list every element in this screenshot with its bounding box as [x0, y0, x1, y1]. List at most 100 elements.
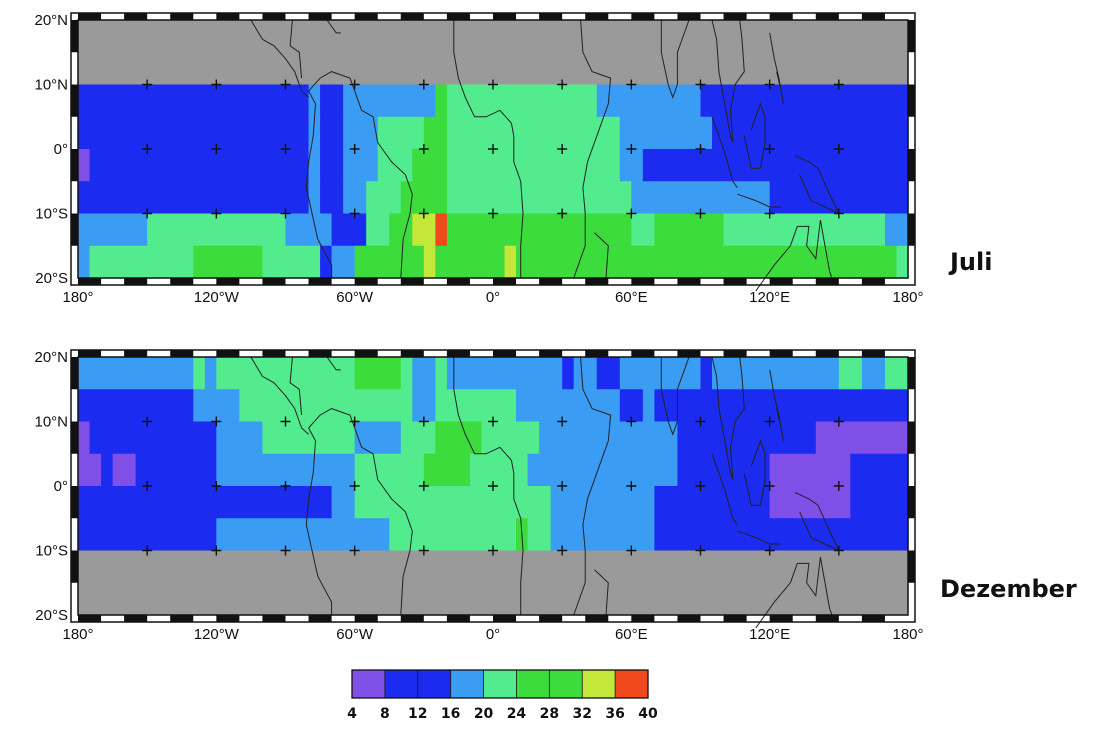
data-cell	[308, 181, 321, 215]
coastline	[743, 439, 766, 506]
lat-tick-label: 20°S	[35, 607, 68, 624]
grid-cross	[211, 144, 222, 154]
grid-cross	[211, 416, 222, 427]
coastline	[250, 19, 309, 98]
data-cell	[320, 84, 344, 118]
grid-cross	[833, 79, 844, 90]
lon-tick-label: 0°	[486, 289, 500, 306]
grid-cross	[142, 144, 153, 154]
colorbar-label: 4	[347, 706, 357, 722]
map-frame	[70, 349, 916, 623]
season-label-dezember: Dezember	[940, 575, 1077, 603]
grid-cross	[764, 545, 775, 556]
grid-cross	[833, 416, 844, 427]
coastline	[308, 71, 413, 279]
data-cell	[469, 181, 609, 215]
data-cell	[320, 181, 344, 215]
coastline	[711, 356, 745, 480]
colorbar-label: 8	[380, 706, 390, 722]
grid-cross	[626, 481, 637, 491]
grid-cross	[695, 144, 706, 154]
data-cell	[861, 357, 886, 390]
grid-cross	[280, 208, 291, 219]
data-cell	[446, 149, 540, 182]
lat-tick-label: 10°N	[34, 414, 68, 431]
data-cell	[596, 84, 702, 118]
grid-cross	[349, 208, 360, 219]
coastline	[737, 530, 782, 545]
data-cell	[838, 357, 863, 390]
data-cell	[262, 421, 356, 455]
coastline	[326, 19, 341, 34]
data-cell	[135, 453, 217, 487]
masked-region	[78, 20, 908, 85]
data-cell	[423, 116, 448, 150]
data-cell	[308, 213, 333, 247]
data-cell	[78, 181, 310, 215]
data-cell	[78, 149, 91, 182]
coastline	[289, 356, 303, 416]
colorbar-label: 40	[638, 706, 658, 722]
data-cell	[400, 421, 436, 455]
data-cells	[78, 357, 909, 615]
data-cell	[343, 116, 379, 150]
data-cell	[112, 453, 137, 487]
data-cell	[354, 453, 425, 487]
data-cell	[308, 116, 321, 150]
colorbar-swatch	[549, 670, 583, 698]
grid-cross	[626, 208, 637, 219]
grid-cross	[764, 481, 775, 491]
data-cell	[193, 357, 206, 390]
data-cell	[435, 421, 483, 455]
data-cell	[285, 213, 310, 247]
data-cells	[78, 20, 909, 279]
grid-cross	[418, 144, 429, 154]
data-cell	[216, 518, 390, 552]
data-cell	[481, 421, 540, 455]
coastline	[573, 19, 612, 279]
coastline	[573, 356, 612, 616]
map-juli: 180° 120°W 60°W 0° 60°E 120°E 180° 20°N 10°N 0° 10…	[34, 12, 923, 306]
data-cell	[446, 116, 529, 150]
grid-cross	[418, 208, 429, 219]
data-cell	[527, 518, 552, 552]
coastline	[660, 356, 690, 436]
colorbar-legend: 4 8 12 16 20 24 28 32 36 40	[347, 669, 658, 722]
grid-cross	[142, 545, 153, 556]
grid-cross	[764, 144, 775, 154]
data-cell	[619, 357, 702, 390]
lat-tick-label: 10°N	[34, 77, 68, 94]
data-cell	[412, 213, 436, 247]
data-cell	[516, 389, 540, 423]
data-cell	[216, 357, 356, 390]
data-cell	[435, 389, 517, 423]
data-cell	[354, 245, 390, 279]
coastline	[453, 357, 524, 615]
grid-cross	[488, 79, 498, 90]
data-cell	[412, 357, 436, 390]
colorbar-swatch	[384, 670, 419, 698]
coastlines	[250, 19, 840, 292]
data-cell	[147, 213, 287, 247]
coastline	[769, 32, 784, 104]
colorbar-swatch	[417, 670, 452, 698]
data-cell	[435, 357, 448, 390]
data-cell	[435, 245, 506, 279]
grid-cross	[142, 481, 153, 491]
data-cell	[262, 245, 321, 279]
grid-cross	[833, 144, 844, 154]
data-cell	[435, 84, 448, 118]
grid-cross	[418, 79, 429, 90]
grid-cross	[280, 416, 291, 427]
data-cell	[193, 245, 264, 279]
coastline	[711, 19, 745, 143]
data-cell	[769, 486, 851, 519]
data-cell	[89, 245, 194, 279]
data-cell	[423, 486, 552, 519]
coastline	[743, 102, 766, 169]
data-cell	[700, 357, 713, 390]
coastline	[755, 219, 835, 292]
data-cell	[769, 149, 909, 182]
coastline	[594, 232, 609, 279]
data-cell	[723, 213, 886, 247]
